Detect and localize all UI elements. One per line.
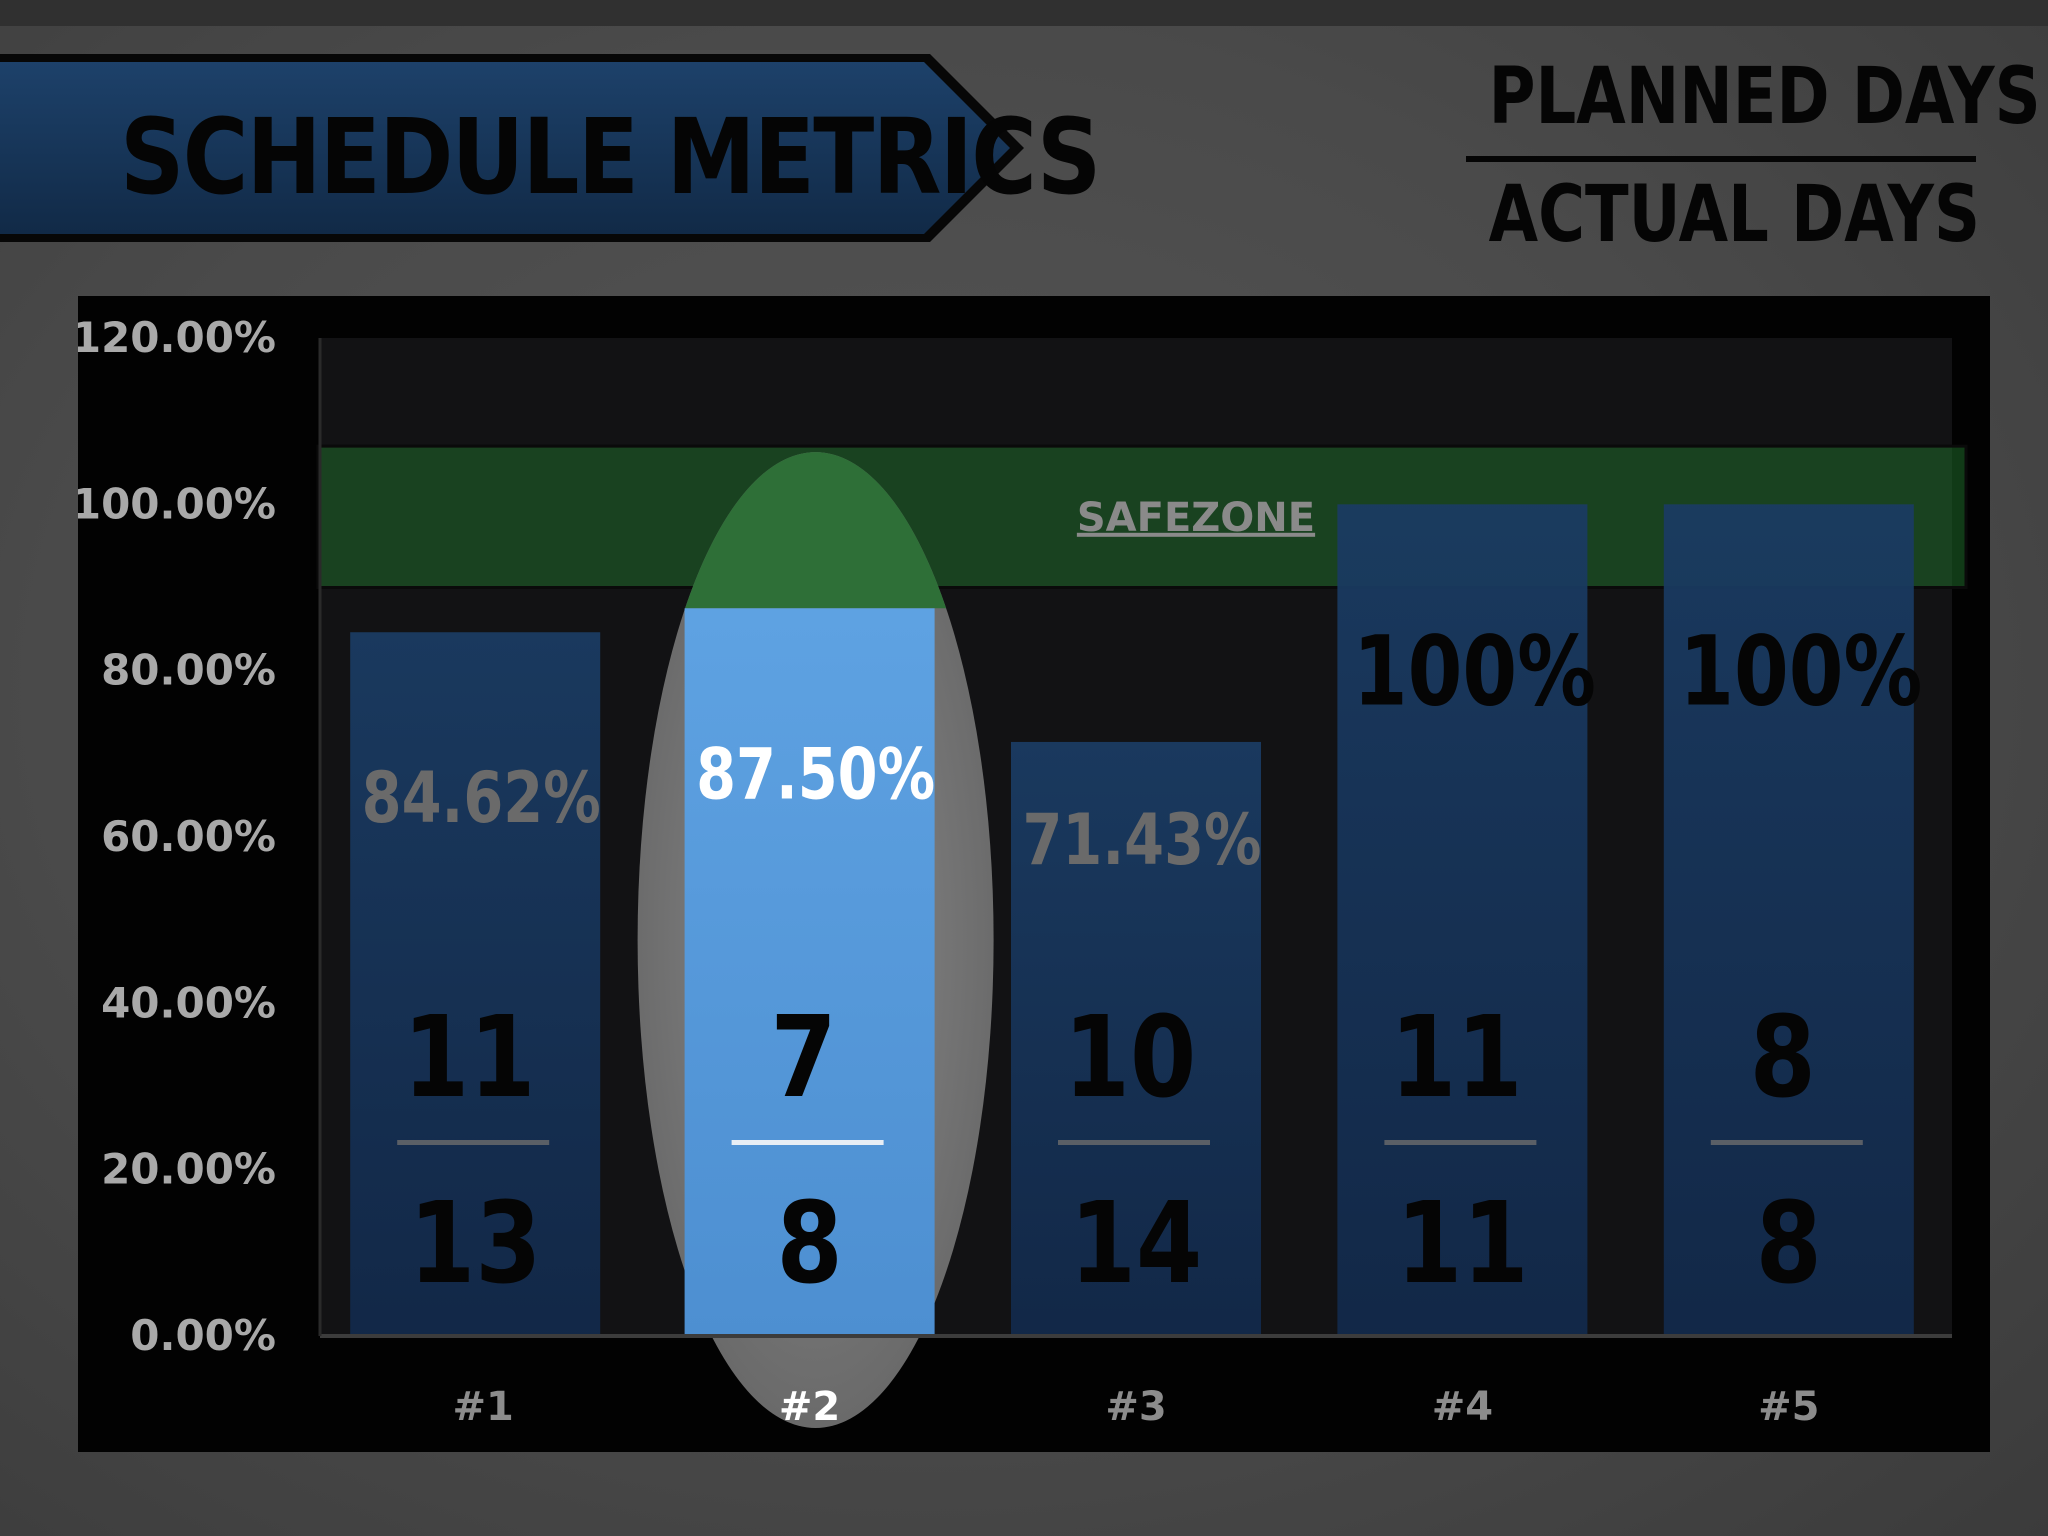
y-tick-label-5: 100.00% (78, 479, 276, 528)
x-tick-label-4: #4 (1432, 1384, 1493, 1430)
actual-days-4: 11 (1396, 1179, 1528, 1309)
bar-4 (1337, 504, 1588, 1336)
bar-value-label-5: 100% (1679, 616, 1922, 728)
bar-value-label-1: 84.62% (362, 759, 601, 840)
bar-3 (1011, 741, 1261, 1336)
fraction-line-2 (731, 1140, 884, 1145)
legend-fraction-bar (1466, 156, 1976, 162)
y-tick-label-0: 0.00% (130, 1311, 276, 1360)
bar-2 (684, 608, 935, 1336)
planned-days-5: 8 (1750, 993, 1816, 1123)
x-tick-label-5: #5 (1758, 1384, 1819, 1430)
fraction-line-4 (1384, 1140, 1537, 1145)
y-tick-label-3: 60.00% (101, 812, 276, 861)
y-tick-label-4: 80.00% (101, 646, 276, 695)
planned-days-4: 11 (1390, 993, 1522, 1123)
actual-days-2: 8 (776, 1179, 842, 1309)
bar-5 (1663, 504, 1914, 1336)
page-title: SCHEDULE METRICS (120, 96, 1101, 218)
legend-planned-days: PLANNED DAYS (1488, 52, 2041, 142)
bar-value-label-4: 100% (1353, 616, 1596, 728)
bar-1 (350, 632, 601, 1336)
actual-days-3: 14 (1070, 1179, 1202, 1309)
planned-days-2: 7 (770, 993, 836, 1123)
chart-panel: SAFEZONE 84.62% 11 13 87.50% 7 8 71.43% 10 14 100… (78, 296, 1990, 1452)
x-tick-label-2: #2 (779, 1384, 840, 1430)
legend-fraction: PLANNED DAYS ACTUAL DAYS (1440, 52, 2041, 262)
actual-days-1: 13 (409, 1179, 541, 1309)
top-strip (0, 0, 2048, 26)
x-tick-label-1: #1 (453, 1384, 514, 1430)
title-banner (0, 54, 1024, 242)
actual-days-5: 8 (1756, 1179, 1822, 1309)
planned-days-1: 11 (403, 993, 535, 1123)
bar-chart: SAFEZONE 84.62% 11 13 87.50% 7 8 71.43% 10 14 100… (78, 313, 1968, 1430)
y-tick-label-2: 40.00% (101, 978, 276, 1027)
x-tick-label-3: #3 (1105, 1384, 1166, 1430)
bar-value-label-3: 71.43% (1022, 801, 1261, 882)
fraction-line-3 (1058, 1140, 1210, 1145)
fraction-line-1 (397, 1140, 550, 1145)
selection-highlight-cap (685, 452, 947, 609)
y-tick-label-6: 120.00% (78, 313, 276, 362)
planned-days-3: 10 (1064, 993, 1196, 1123)
legend-actual-days: ACTUAL DAYS (1488, 170, 1981, 260)
y-tick-label-1: 20.00% (101, 1145, 276, 1194)
safezone-label: SAFEZONE (1077, 495, 1315, 541)
bar-value-label-2: 87.50% (696, 735, 935, 816)
fraction-line-5 (1710, 1140, 1863, 1145)
